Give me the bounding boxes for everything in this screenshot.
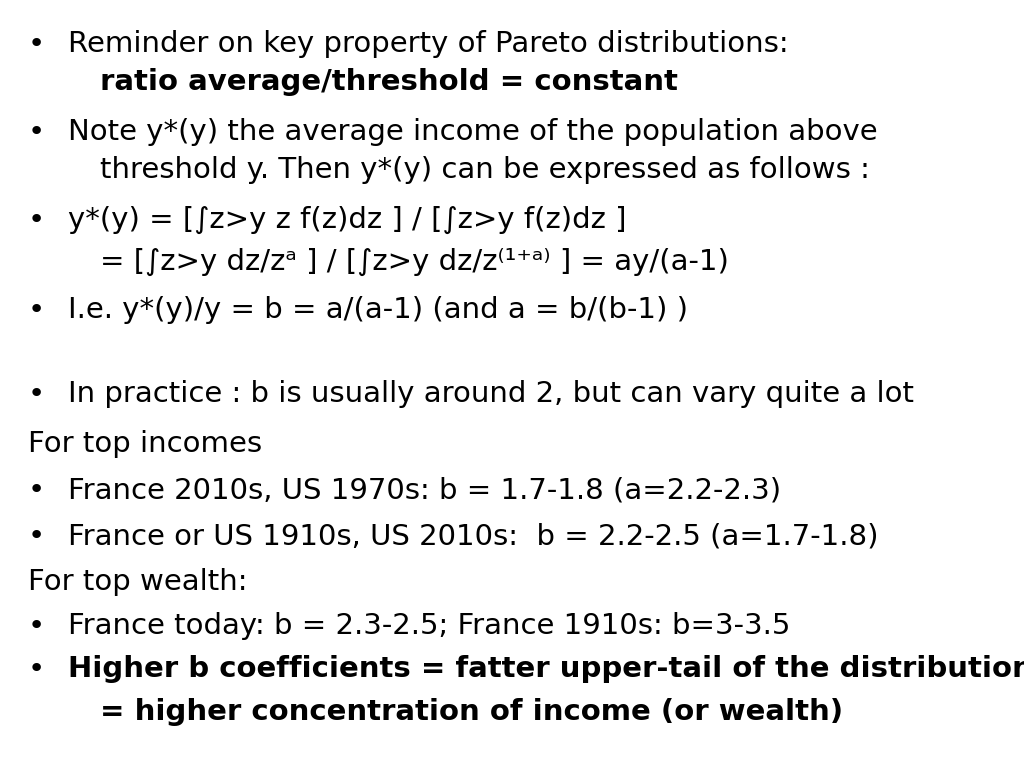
Text: •: • bbox=[28, 612, 45, 640]
Text: France today: b = 2.3-2.5; France 1910s: b=3-3.5: France today: b = 2.3-2.5; France 1910s:… bbox=[68, 612, 791, 640]
Text: •: • bbox=[28, 522, 45, 550]
Text: Reminder on key property of Pareto distributions:: Reminder on key property of Pareto distr… bbox=[68, 30, 788, 58]
Text: •: • bbox=[28, 118, 45, 146]
Text: •: • bbox=[28, 655, 45, 683]
Text: For top wealth:: For top wealth: bbox=[28, 568, 248, 596]
Text: France or US 1910s, US 2010s:  b = 2.2-2.5 (a=1.7-1.8): France or US 1910s, US 2010s: b = 2.2-2.… bbox=[68, 522, 879, 550]
Text: •: • bbox=[28, 380, 45, 408]
Text: Note y*(y) the average income of the population above: Note y*(y) the average income of the pop… bbox=[68, 118, 878, 146]
Text: ratio average/threshold = constant: ratio average/threshold = constant bbox=[100, 68, 678, 96]
Text: France 2010s, US 1970s: b = 1.7-1.8 (a=2.2-2.3): France 2010s, US 1970s: b = 1.7-1.8 (a=2… bbox=[68, 476, 781, 504]
Text: y*(y) = [∫z>y z f(z)dz ] / [∫z>y f(z)dz ]: y*(y) = [∫z>y z f(z)dz ] / [∫z>y f(z)dz … bbox=[68, 206, 627, 234]
Text: In practice : b is usually around 2, but can vary quite a lot: In practice : b is usually around 2, but… bbox=[68, 380, 914, 408]
Text: •: • bbox=[28, 296, 45, 324]
Text: = higher concentration of income (or wealth): = higher concentration of income (or wea… bbox=[100, 698, 843, 726]
Text: = [∫z>y dz/zᵃ ] / [∫z>y dz/z⁽¹⁺ᵃ⁾ ] = ay/(a-1): = [∫z>y dz/zᵃ ] / [∫z>y dz/z⁽¹⁺ᵃ⁾ ] = ay… bbox=[100, 248, 729, 276]
Text: Higher b coefficients = fatter upper-tail of the distribution: Higher b coefficients = fatter upper-tai… bbox=[68, 655, 1024, 683]
Text: threshold y. Then y*(y) can be expressed as follows :: threshold y. Then y*(y) can be expressed… bbox=[100, 156, 869, 184]
Text: •: • bbox=[28, 476, 45, 504]
Text: •: • bbox=[28, 206, 45, 234]
Text: For top incomes: For top incomes bbox=[28, 430, 262, 458]
Text: •: • bbox=[28, 30, 45, 58]
Text: I.e. y*(y)/y = b = a/(a-1) (and a = b/(b-1) ): I.e. y*(y)/y = b = a/(a-1) (and a = b/(b… bbox=[68, 296, 688, 324]
